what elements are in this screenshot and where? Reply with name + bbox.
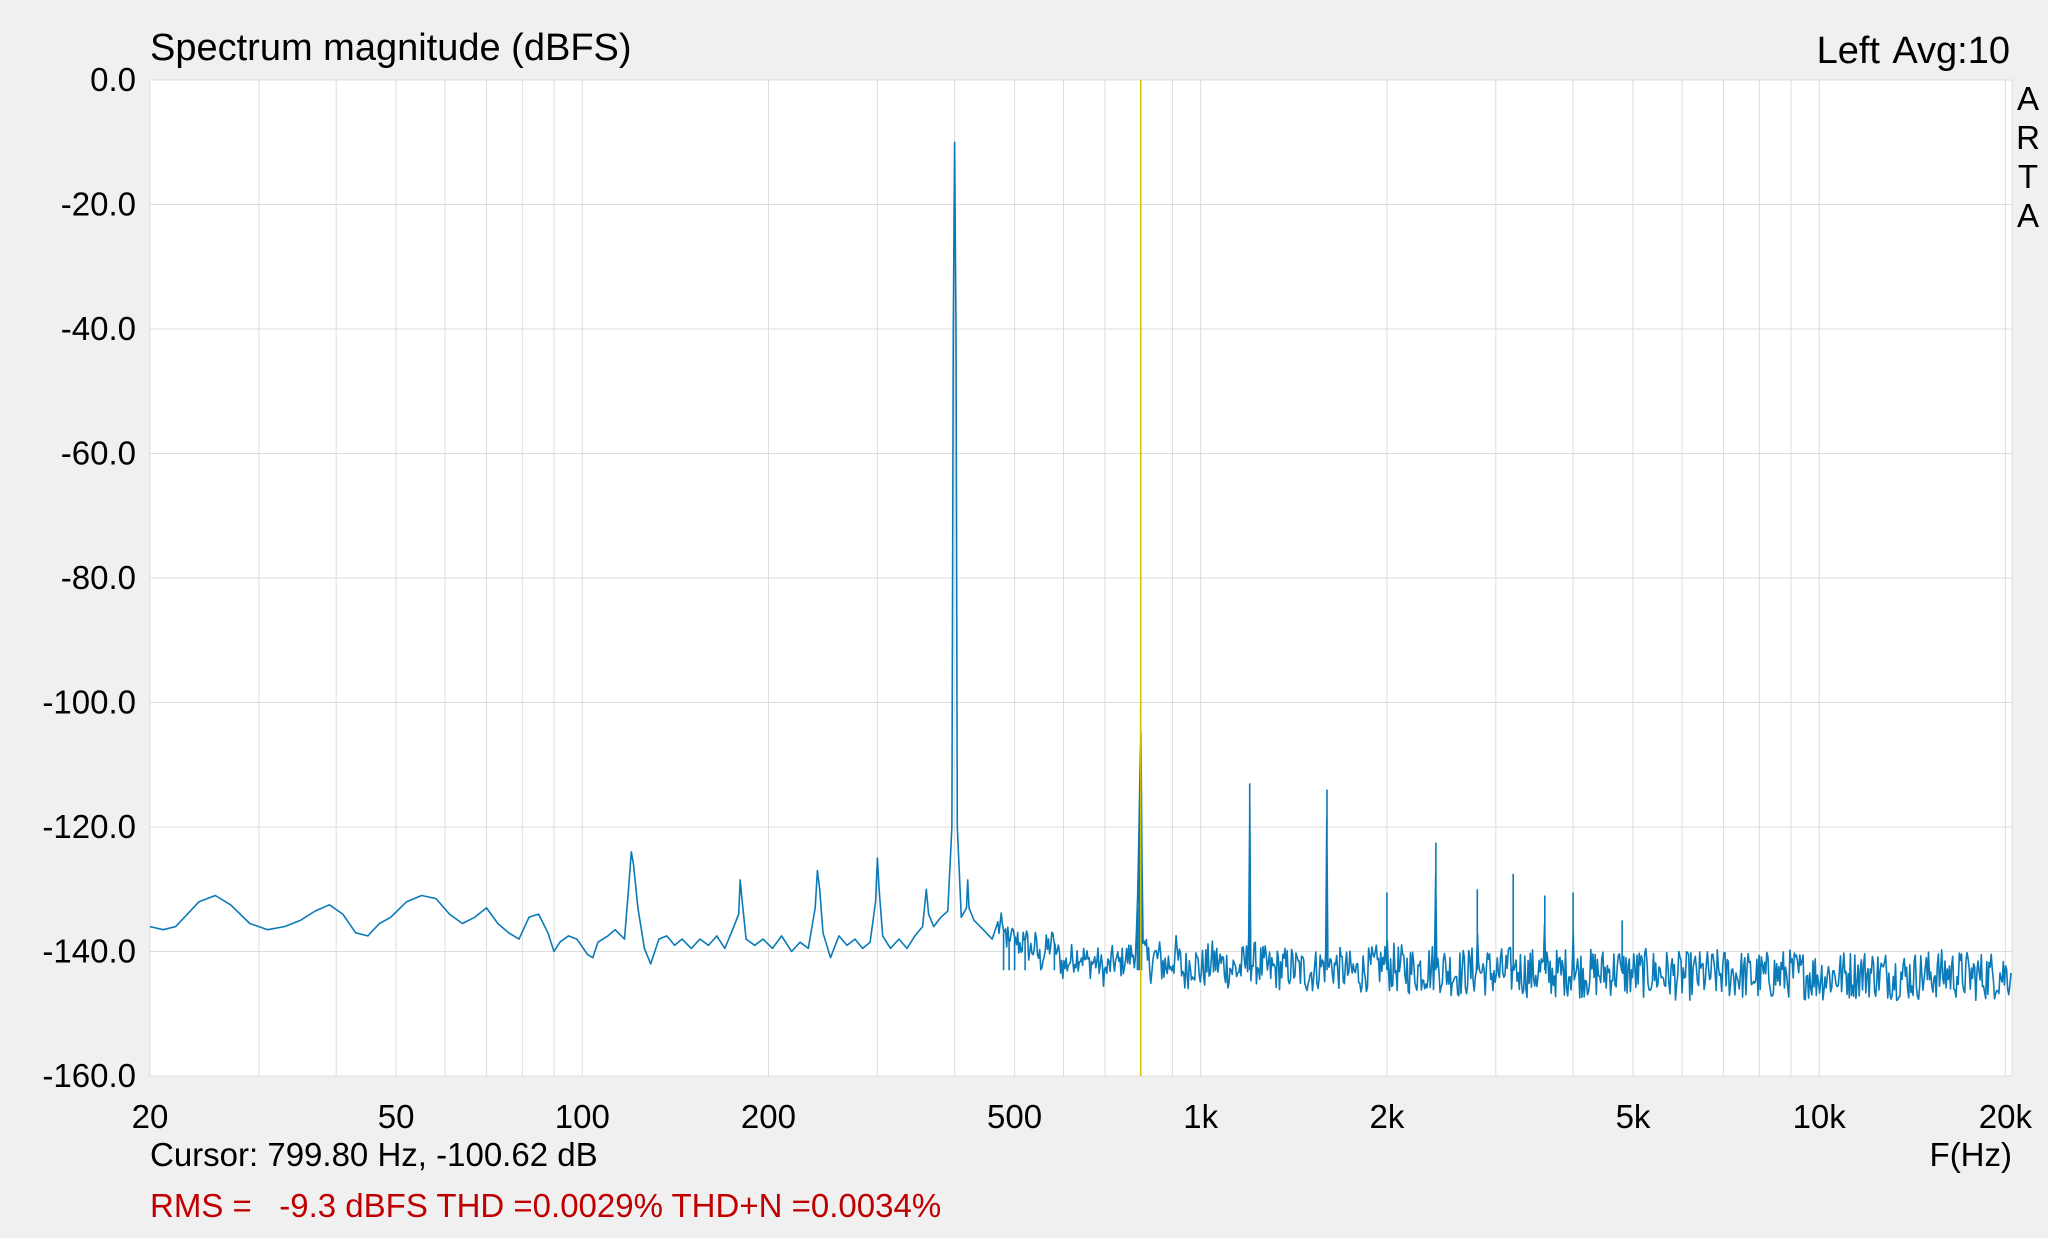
- brand-letter: T: [2018, 158, 2038, 195]
- x-tick-label: 20: [132, 1098, 169, 1135]
- brand-letter: R: [2016, 119, 2040, 156]
- brand-letter: A: [2017, 197, 2039, 234]
- x-tick-label: 200: [741, 1098, 796, 1135]
- x-tick-label: 10k: [1793, 1098, 1847, 1135]
- x-tick-label: 1k: [1183, 1098, 1218, 1135]
- brand-letter: A: [2017, 80, 2039, 117]
- y-tick-label: -60.0: [61, 435, 136, 472]
- y-tick-label: -140.0: [42, 933, 136, 970]
- y-tick-label: -120.0: [42, 808, 136, 845]
- x-tick-label: 500: [987, 1098, 1042, 1135]
- y-tick-label: -100.0: [42, 684, 136, 721]
- x-tick-label: 2k: [1369, 1098, 1404, 1135]
- y-tick-label: -20.0: [61, 186, 136, 223]
- channel-label: Left: [1817, 30, 1881, 72]
- averaging-label: Avg:10: [1892, 30, 2010, 72]
- y-tick-label: -40.0: [61, 310, 136, 347]
- y-axis-tick-labels: 0.0 -20.0 -40.0 -60.0 -80.0 -100.0 -120.0 -140.…: [42, 61, 136, 1094]
- cursor-readout: Cursor: 799.80 Hz, -100.62 dB: [150, 1136, 598, 1173]
- x-axis-label: F(Hz): [1930, 1136, 2012, 1173]
- x-tick-label: 5k: [1616, 1098, 1651, 1135]
- x-tick-label: 20k: [1979, 1098, 2033, 1135]
- x-tick-label: 50: [378, 1098, 415, 1135]
- y-tick-label: -80.0: [61, 559, 136, 596]
- x-tick-label: 100: [555, 1098, 610, 1135]
- x-axis-tick-labels: 20 50 100 200 500 1k 2k 5k 10k 20k: [132, 1098, 2033, 1135]
- chart-title: Spectrum magnitude (dBFS): [150, 27, 632, 69]
- y-tick-label: -160.0: [42, 1057, 136, 1094]
- stats-readout: RMS = -9.3 dBFS THD =0.0029% THD+N =0.00…: [150, 1187, 941, 1224]
- arta-brand: A R T A: [2016, 80, 2040, 234]
- y-tick-label: 0.0: [90, 61, 136, 98]
